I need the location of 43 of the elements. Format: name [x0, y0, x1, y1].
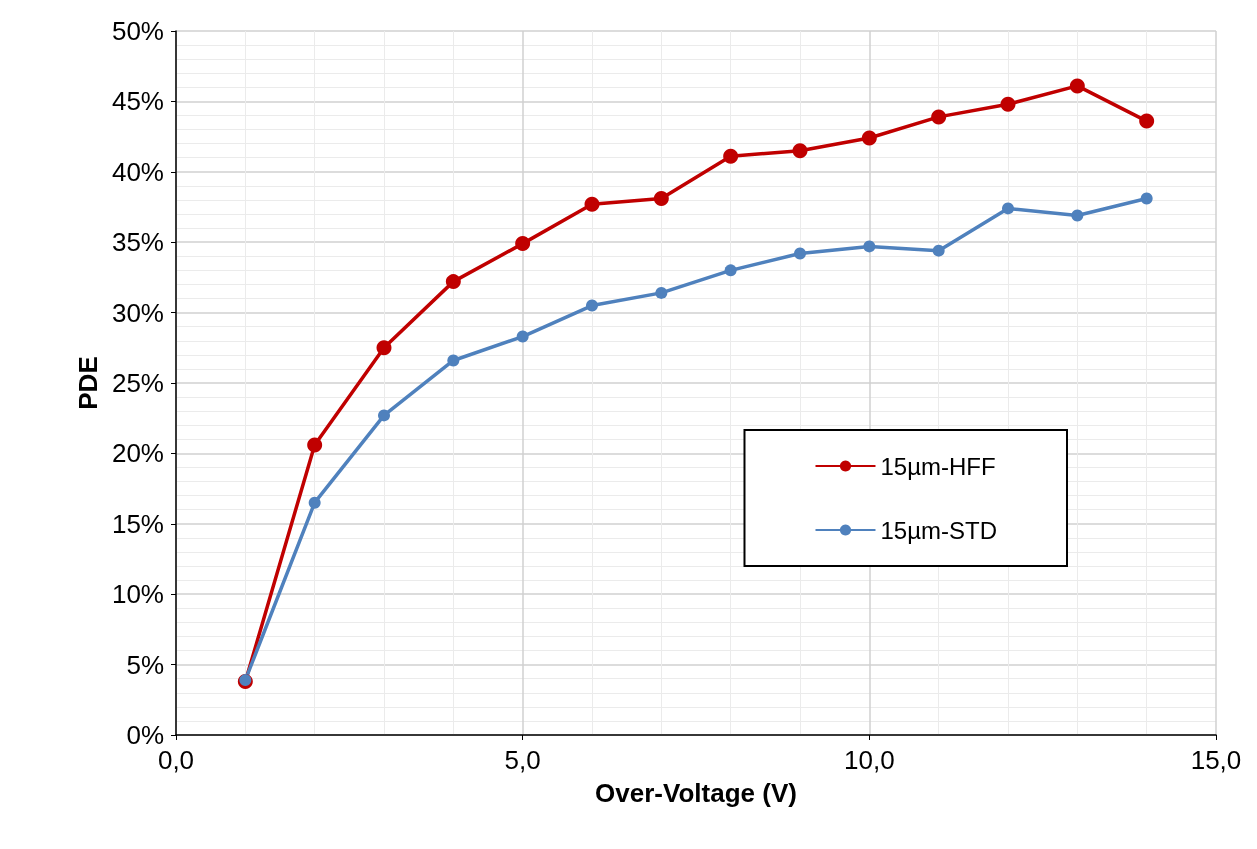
point — [1071, 209, 1084, 222]
point — [516, 330, 529, 343]
point — [723, 148, 739, 164]
point — [1000, 96, 1016, 112]
y-tick-label: 10% — [111, 579, 164, 610]
y-tick-label: 15% — [111, 508, 164, 539]
y-tick-label: 25% — [111, 368, 164, 398]
y-tick-label: 5% — [126, 649, 164, 680]
y-tick-label: 50% — [111, 16, 164, 46]
point — [378, 409, 390, 422]
point — [794, 247, 806, 260]
y-tick-label: 40% — [111, 156, 164, 187]
point — [308, 496, 321, 509]
point — [1069, 78, 1085, 94]
point — [792, 143, 808, 159]
point — [445, 274, 461, 290]
point — [1139, 113, 1155, 129]
point — [515, 236, 531, 252]
y-tick-label: 35% — [111, 227, 164, 258]
x-tick-label: 5,0 — [504, 745, 541, 775]
point — [586, 299, 598, 312]
y-tick-label: 45% — [111, 86, 164, 117]
x-axis-title: Over-Voltage (V) — [595, 778, 797, 808]
y-axis-title: PDE — [73, 356, 103, 410]
x-tick-label: 10,0 — [844, 745, 895, 775]
point — [863, 240, 876, 253]
legend-label: 15µm-HFF — [880, 452, 996, 480]
point — [447, 354, 460, 367]
point — [861, 130, 877, 146]
point — [932, 244, 945, 257]
point — [584, 196, 600, 212]
point — [655, 286, 668, 299]
y-tick-label: 30% — [111, 297, 164, 328]
x-tick-label: 15,0 — [1190, 745, 1242, 775]
point — [724, 264, 737, 277]
point — [307, 437, 323, 453]
point — [931, 109, 947, 125]
point — [376, 340, 392, 356]
legend-label: 15µm-STD — [880, 516, 998, 544]
point — [1140, 192, 1153, 205]
point — [1002, 202, 1014, 215]
y-tick-label: 20% — [111, 438, 164, 469]
point — [653, 191, 669, 207]
